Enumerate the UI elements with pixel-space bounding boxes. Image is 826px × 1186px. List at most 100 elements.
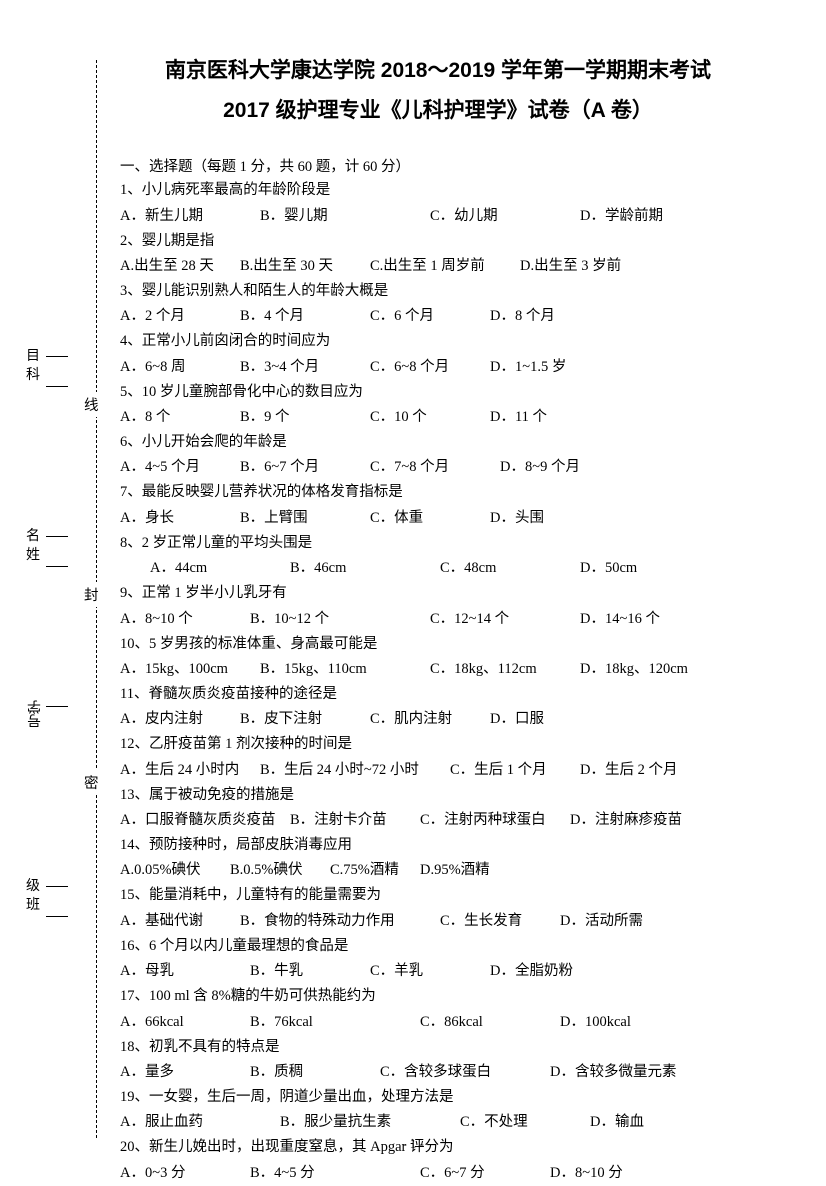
option: A．身长 (120, 506, 174, 531)
option: C．含较多球蛋白 (380, 1060, 491, 1085)
seal-mi: 密 (84, 770, 99, 795)
option: A．基础代谢 (120, 909, 203, 934)
question: 6、小儿开始会爬的年龄是 (120, 430, 756, 455)
option: B．10~12 个 (250, 607, 329, 632)
side-rule (46, 356, 68, 357)
question-options: A．44cmB．46cmC．48cmD．50cm (120, 556, 756, 581)
option: B．质稠 (250, 1060, 303, 1085)
question-options: A．4~5 个月 B．6~7 个月 C．7~8 个月 D．8~9 个月 (120, 455, 756, 480)
option: B．皮下注射 (240, 707, 322, 732)
option: D．18kg、120cm (580, 657, 688, 682)
option: D．8~10 分 (550, 1161, 623, 1186)
option: D．活动所需 (560, 909, 643, 934)
option: C．86kcal (420, 1010, 483, 1035)
option: D．含较多微量元素 (550, 1060, 676, 1085)
option: A．生后 24 小时内 (120, 758, 239, 783)
side-rule (46, 916, 68, 917)
side-rule (46, 566, 68, 567)
question-options: A．口服脊髓灰质炎疫苗B．注射卡介苗C．注射丙种球蛋白D．注射麻疹疫苗 (120, 808, 756, 833)
option: B．46cm (290, 556, 346, 581)
option: D．口服 (490, 707, 544, 732)
question-options: A．身长B．上臂围C．体重D．头围 (120, 506, 756, 531)
option: B．食物的特殊动力作用 (240, 909, 395, 934)
side-rule (46, 706, 68, 707)
option: A．2 个月 (120, 304, 185, 329)
side-label-subject: 目科 (26, 350, 40, 387)
question: 16、6 个月以内儿童最理想的食品是 (120, 934, 756, 959)
option: D．14~16 个 (580, 607, 660, 632)
question: 7、最能反映婴儿营养状况的体格发育指标是 (120, 480, 756, 505)
option: C．6 个月 (370, 304, 434, 329)
question: 8、2 岁正常儿童的平均头围是 (120, 531, 756, 556)
question: 3、婴儿能识别熟人和陌生人的年龄大概是 (120, 279, 756, 304)
option: C．生长发育 (440, 909, 522, 934)
option: A．66kcal (120, 1010, 184, 1035)
option: D．生后 2 个月 (580, 758, 677, 783)
option: B．3~4 个月 (240, 355, 319, 380)
section-header: 一、选择题（每题 1 分，共 60 题，计 60 分） (120, 155, 756, 176)
option: C．6~8 个月 (370, 355, 449, 380)
option: A．6~8 周 (120, 355, 185, 380)
question: 19、一女婴，生后一周，阴道少量出血，处理方法是 (120, 1085, 756, 1110)
option: B．6~7 个月 (240, 455, 319, 480)
question: 13、属于被动免疫的措施是 (120, 783, 756, 808)
option: B．注射卡介苗 (290, 808, 387, 833)
option: C.出生至 1 周岁前 (370, 254, 485, 279)
option: A．4~5 个月 (120, 455, 200, 480)
question: 10、5 岁男孩的标准体重、身高最可能是 (120, 632, 756, 657)
question: 17、100 ml 含 8%糖的牛奶可供热能约为 (120, 984, 756, 1009)
seal-feng: 封 (84, 582, 99, 607)
option: D．头围 (490, 506, 544, 531)
question-options: A．皮内注射B．皮下注射C．肌内注射D．口服 (120, 707, 756, 732)
option: D．100kcal (560, 1010, 631, 1035)
option: D．全脂奶粉 (490, 959, 573, 984)
side-rule (46, 886, 68, 887)
question: 15、能量消耗中，儿童特有的能量需要为 (120, 883, 756, 908)
side-label-id: 号学 (26, 700, 46, 728)
question: 4、正常小儿前囟闭合的时间应为 (120, 329, 756, 354)
option: B．9 个 (240, 405, 290, 430)
question-options: A.出生至 28 天 B.出生至 30 天 C.出生至 1 周岁前 D.出生至 3 岁… (120, 254, 756, 279)
option: B．服少量抗生素 (280, 1110, 391, 1135)
page-number: - 1 - (0, 1136, 826, 1152)
side-label-class: 级班 (26, 880, 40, 917)
question-options: A．基础代谢 B．食物的特殊动力作用 C．生长发育 D．活动所需 (120, 909, 756, 934)
seal-line: 线 (84, 392, 99, 417)
side-rule (46, 536, 68, 537)
option: C．幼儿期 (430, 204, 498, 229)
option: B．76kcal (250, 1010, 313, 1035)
question: 18、初乳不具有的特点是 (120, 1035, 756, 1060)
option: A.出生至 28 天 (120, 254, 214, 279)
question-options: A．母乳B．牛乳C．羊乳D．全脂奶粉 (120, 959, 756, 984)
option: C．不处理 (460, 1110, 528, 1135)
option: D．注射麻疹疫苗 (570, 808, 682, 833)
option: B．4 个月 (240, 304, 304, 329)
option: B．牛乳 (250, 959, 303, 984)
exam-page: 线 封 密 目科 名姓 号学 级班 南京医科大学康达学院 2018～2019 学… (0, 0, 826, 1168)
option: C.75%酒精 (330, 858, 399, 883)
question-options: A．新生儿期B．婴儿期C．幼儿期D．学龄前期 (120, 204, 756, 229)
exam-title-line2: 2017 级护理专业《儿科护理学》试卷（A 卷） (120, 94, 756, 128)
option: C．6~7 分 (420, 1161, 485, 1186)
question-options: A．8 个B．9 个C．10 个D．11 个 (120, 405, 756, 430)
option: D．8 个月 (490, 304, 555, 329)
question-options: A．生后 24 小时内B．生后 24 小时~72 小时C．生后 1 个月D．生后… (120, 758, 756, 783)
question: 11、脊髓灰质炎疫苗接种的途径是 (120, 682, 756, 707)
option: C．12~14 个 (430, 607, 509, 632)
option: D．学龄前期 (580, 204, 663, 229)
question-options: A.0.05%碘伏B.0.5%碘伏C.75%酒精D.95%酒精 (120, 858, 756, 883)
option: D.出生至 3 岁前 (520, 254, 621, 279)
question-options: A．服止血药B．服少量抗生素C．不处理D．输血 (120, 1110, 756, 1135)
option: C．注射丙种球蛋白 (420, 808, 546, 833)
option: D．8~9 个月 (500, 455, 580, 480)
option: B.出生至 30 天 (240, 254, 333, 279)
option: A．8~10 个 (120, 607, 193, 632)
question: 1、小儿病死率最高的年龄阶段是 (120, 178, 756, 203)
side-rule (46, 386, 68, 387)
option: C．7~8 个月 (370, 455, 449, 480)
option: A．新生儿期 (120, 204, 203, 229)
option: B．4~5 分 (250, 1161, 315, 1186)
option: C．体重 (370, 506, 423, 531)
option: D．50cm (580, 556, 637, 581)
option: B．15kg、110cm (260, 657, 367, 682)
